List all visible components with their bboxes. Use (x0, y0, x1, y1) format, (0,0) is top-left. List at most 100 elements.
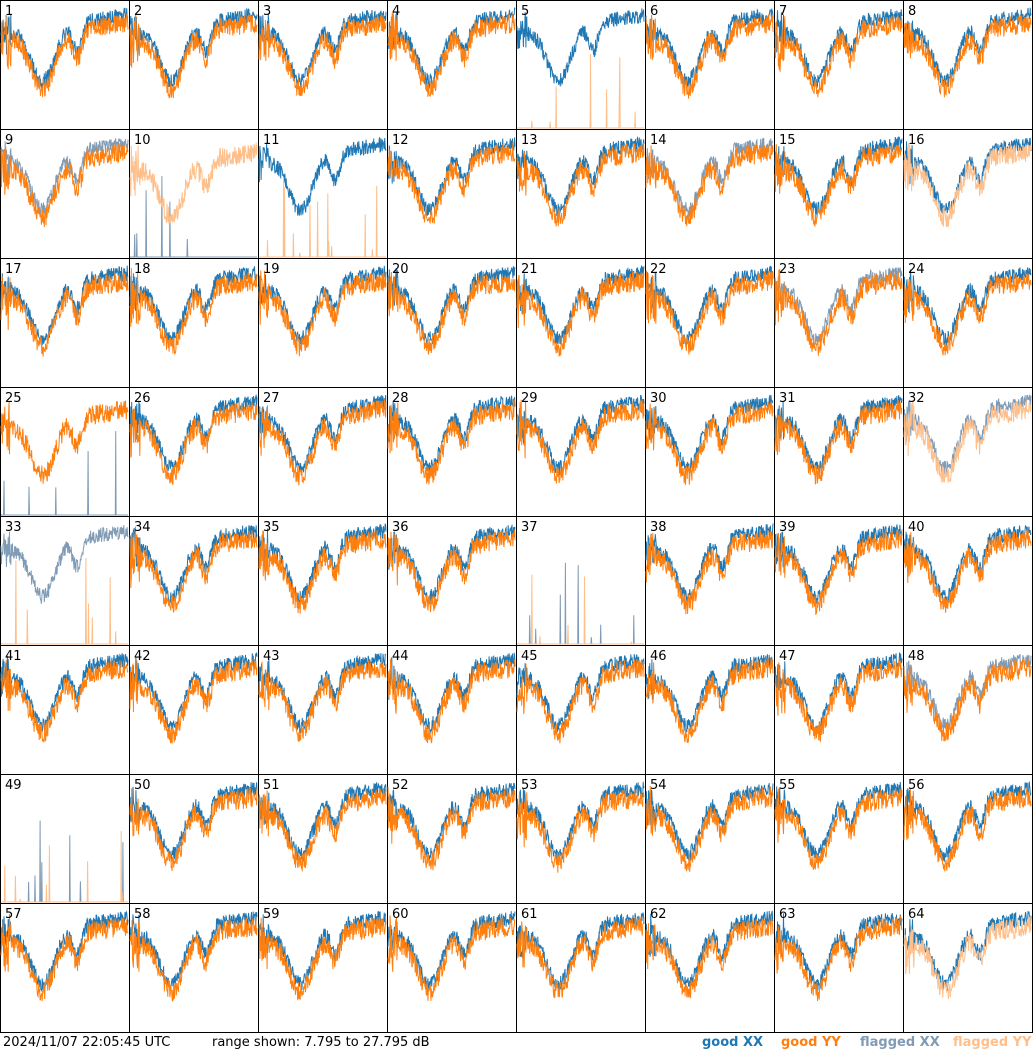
series-yy-line (258, 270, 387, 357)
range-label: range shown: 7.795 to 27.795 dB (212, 1035, 430, 1050)
series-yy-line (774, 13, 903, 98)
panel-label: 2 (134, 4, 142, 19)
panel-22: 22 (645, 258, 775, 388)
series-yy-line (387, 657, 516, 744)
panel-59: 59 (258, 903, 388, 1033)
series-yy-line (258, 917, 387, 1001)
panel-25: 25 (0, 387, 130, 517)
panel-label: 56 (908, 778, 925, 793)
panel-label: 39 (779, 520, 796, 535)
series-xx-line (1, 431, 128, 516)
timestamp-label: 2024/11/07 22:05:45 UTC (3, 1035, 171, 1050)
series-xx-line (129, 7, 258, 88)
series-yy-line (774, 143, 903, 228)
series-xx-line (903, 394, 1032, 475)
series-xx-line (516, 912, 645, 992)
panel-label: 3 (263, 4, 271, 19)
panel-label: 20 (392, 262, 409, 277)
panel-label: 61 (521, 907, 538, 922)
panel-label: 59 (263, 907, 280, 922)
series-xx-line (0, 525, 129, 604)
series-yy-line (1, 830, 128, 903)
panel-label: 64 (908, 907, 925, 922)
series-yy-line (903, 916, 1032, 1000)
series-xx-line (258, 653, 387, 734)
series-xx-line (645, 137, 774, 219)
panel-label: 31 (779, 391, 796, 406)
panel-28: 28 (387, 387, 517, 517)
panel-label: 5 (521, 4, 529, 19)
series-xx-line (516, 8, 645, 87)
legend-good-yy: good YY (781, 1035, 841, 1050)
panel-label: 42 (134, 649, 151, 664)
series-yy-line (903, 143, 1032, 227)
panel-label: 40 (908, 520, 925, 535)
panel-label: 17 (5, 262, 22, 277)
series-yy-line (645, 915, 774, 999)
panel-label: 14 (650, 133, 667, 148)
legend-flagged-xx: flagged XX (860, 1035, 940, 1050)
panel-34: 34 (129, 516, 259, 646)
series-yy-line (1, 557, 128, 645)
series-yy-line (516, 142, 645, 227)
legend-good-xx: good XX (702, 1035, 764, 1050)
panel-56: 56 (903, 774, 1033, 904)
panel-label: 24 (908, 262, 925, 277)
series-yy-line (774, 787, 903, 870)
series-yy-line (903, 14, 1032, 98)
panel-33: 33 (0, 516, 130, 646)
series-xx-line (130, 176, 257, 258)
panel-label: 1 (5, 4, 13, 19)
panel-label: 60 (392, 907, 409, 922)
series-xx-line (517, 562, 644, 645)
series-yy-line (516, 916, 645, 999)
panel-label: 12 (392, 133, 409, 148)
panel-15: 15 (774, 129, 904, 259)
panel-label: 53 (521, 778, 538, 793)
panel-frame (129, 258, 259, 388)
panel-label: 11 (263, 133, 280, 148)
panel-51: 51 (258, 774, 388, 904)
panel-label: 8 (908, 4, 916, 19)
panel-label: 49 (5, 778, 22, 793)
series-xx-line (645, 265, 774, 346)
series-yy-line (0, 914, 129, 1002)
panel-label: 10 (134, 133, 151, 148)
panel-label: 23 (779, 262, 796, 277)
series-xx-line (258, 137, 387, 216)
panel-47: 47 (774, 645, 904, 775)
panel-10: 10 (129, 129, 259, 259)
panel-label: 27 (263, 391, 280, 406)
series-yy-line (517, 53, 644, 129)
panel-label: 16 (908, 133, 925, 148)
panel-frame (645, 0, 775, 130)
panel-label: 4 (392, 4, 400, 19)
series-yy-line (903, 659, 1032, 742)
panel-label: 51 (263, 778, 280, 793)
panel-37: 37 (516, 516, 646, 646)
panel-13: 13 (516, 129, 646, 259)
series-yy-line (258, 530, 387, 614)
series-xx-line (0, 653, 129, 733)
panel-32: 32 (903, 387, 1033, 517)
panel-17: 17 (0, 258, 130, 388)
panel-41: 41 (0, 645, 130, 775)
series-yy-line (129, 658, 258, 744)
panel-21: 21 (516, 258, 646, 388)
series-yy-line (258, 660, 387, 742)
series-yy-line (129, 14, 258, 99)
panel-50: 50 (129, 774, 259, 904)
panel-43: 43 (258, 645, 388, 775)
panel-24: 24 (903, 258, 1033, 388)
panel-1: 1 (0, 0, 130, 130)
series-yy-line (129, 915, 258, 1002)
panel-14: 14 (645, 129, 775, 259)
series-yy-line (387, 529, 516, 613)
panel-26: 26 (129, 387, 259, 517)
panel-55: 55 (774, 774, 904, 904)
panel-63: 63 (774, 903, 904, 1033)
series-xx-line (258, 394, 387, 474)
panel-label: 9 (5, 133, 13, 148)
panel-4: 4 (387, 0, 517, 130)
